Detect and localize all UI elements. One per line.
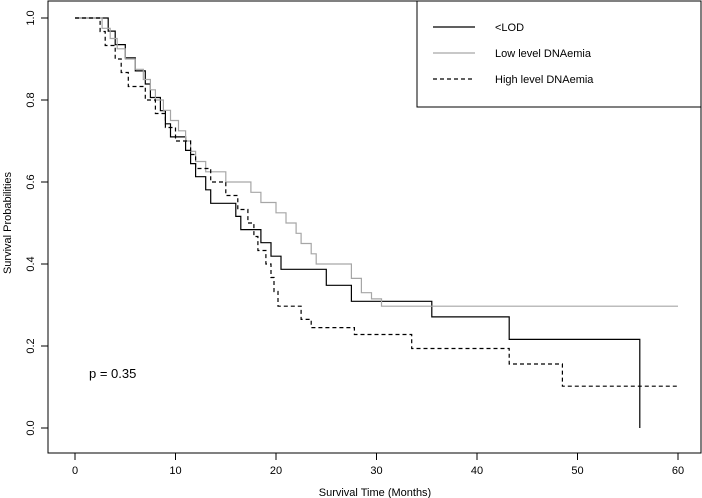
axes: 0 10 20 30 40 50 60 0.0 0.2 0.4 0.6 0.8 1.0 — [25, 10, 684, 477]
x-tick-label: 30 — [370, 465, 382, 477]
legend-label-2: Low level DNAemia — [495, 48, 592, 60]
legend-label-1: <LOD — [495, 22, 524, 34]
legend-box — [416, 0, 702, 108]
y-tick-label: 0.8 — [25, 92, 37, 107]
y-axis-label: Survival Probabilities — [2, 171, 14, 274]
survival-curves — [75, 17, 678, 428]
y-tick-label: 0.2 — [25, 338, 37, 353]
x-tick-label: 50 — [571, 465, 583, 477]
x-tick-label: 10 — [169, 465, 181, 477]
legend: <LOD Low level DNAemia High level DNAemia — [416, 0, 702, 108]
x-axis-label: Survival Time (Months) — [319, 487, 431, 498]
y-tick-label: 0.6 — [25, 174, 37, 189]
x-tick-label: 0 — [72, 465, 78, 477]
x-tick-label: 60 — [672, 465, 684, 477]
series-line-2 — [75, 17, 678, 307]
p-value-annotation: p = 0.35 — [89, 366, 136, 381]
x-tick-label: 40 — [471, 465, 483, 477]
x-tick-label: 20 — [270, 465, 282, 477]
y-tick-label: 0.0 — [25, 420, 37, 435]
series-line-1 — [75, 17, 641, 428]
y-tick-label: 1.0 — [25, 10, 37, 25]
legend-label-3: High level DNAemia — [495, 74, 594, 86]
y-tick-label: 0.4 — [25, 256, 37, 271]
